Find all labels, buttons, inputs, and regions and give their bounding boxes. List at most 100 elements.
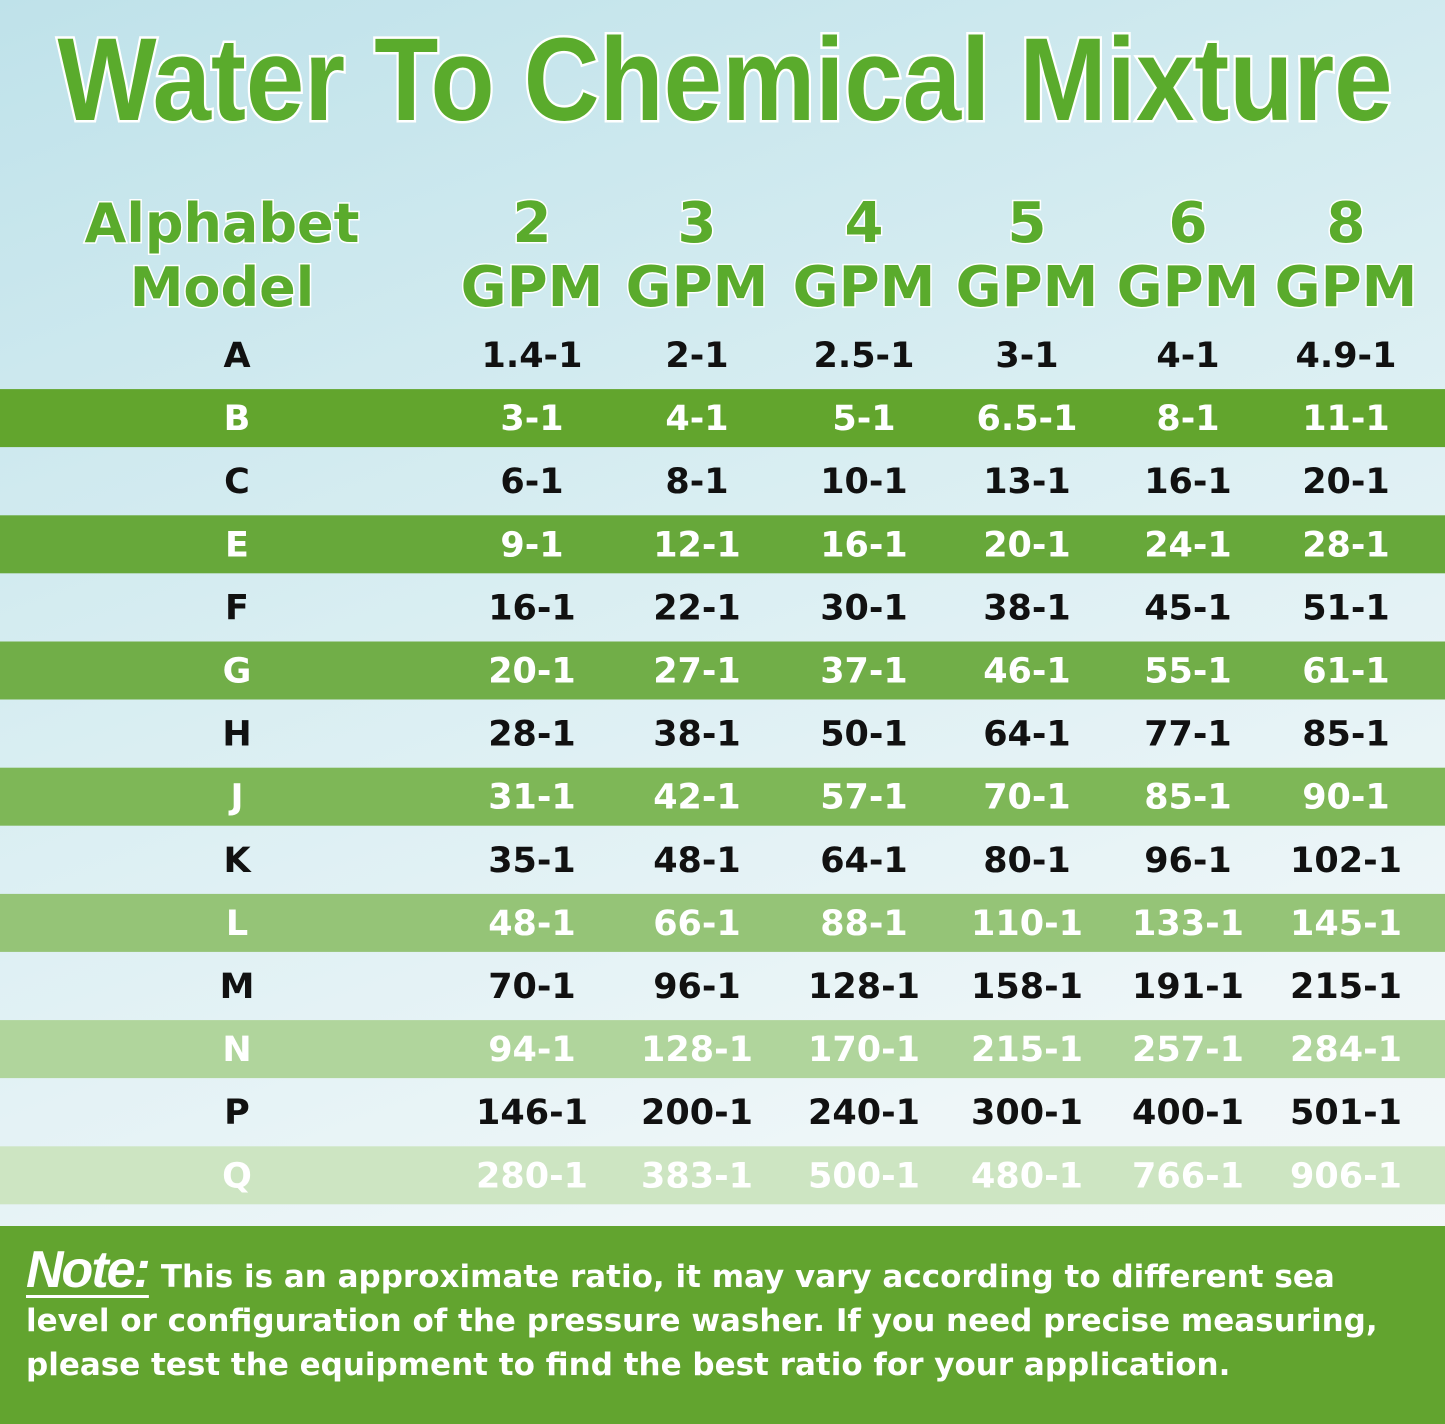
ratio-cell: 38-1 [983, 588, 1071, 628]
ratio-cell: 170-1 [808, 1030, 920, 1070]
ratio-cell: 284-1 [1290, 1030, 1402, 1070]
header-cell: 8 [1327, 191, 1366, 256]
ratio-cell: 77-1 [1144, 715, 1232, 755]
ratio-cell: 128-1 [808, 967, 920, 1007]
ratio-cell: 102-1 [1290, 841, 1402, 881]
ratio-cell: 31-1 [488, 778, 576, 818]
ratio-cell: 501-1 [1290, 1093, 1402, 1133]
ratio-cell: 500-1 [808, 1156, 920, 1196]
ratio-cell: 200-1 [641, 1093, 753, 1133]
ratio-cell: 4-1 [1156, 336, 1219, 376]
ratio-cell: 215-1 [1290, 967, 1402, 1007]
ratio-cell: 191-1 [1132, 967, 1244, 1007]
ratio-cell: 20-1 [488, 652, 576, 692]
model-cell: P [224, 1093, 250, 1133]
header-cell: Model [130, 256, 315, 319]
ratio-cell: 64-1 [983, 715, 1071, 755]
ratio-cell: 906-1 [1290, 1156, 1402, 1196]
ratio-cell: 28-1 [1302, 525, 1390, 565]
ratio-cell: 57-1 [820, 778, 908, 818]
ratio-cell: 6-1 [500, 462, 563, 502]
ratio-cell: 257-1 [1132, 1030, 1244, 1070]
ratio-cell: 215-1 [971, 1030, 1083, 1070]
ratio-cell: 4.9-1 [1296, 336, 1397, 376]
header-cell: 6 [1169, 191, 1208, 256]
ratio-cell: 70-1 [488, 967, 576, 1007]
ratio-cell: 30-1 [820, 588, 908, 628]
header-cell: Alphabet [85, 192, 360, 255]
ratio-cell: 16-1 [820, 525, 908, 565]
model-cell: M [220, 967, 255, 1007]
ratio-cell: 158-1 [971, 967, 1083, 1007]
ratio-cell: 16-1 [1144, 462, 1232, 502]
ratio-cell: 280-1 [476, 1156, 588, 1196]
row-band [0, 893, 1445, 952]
row-band [0, 1146, 1445, 1205]
ratio-cell: 2-1 [665, 336, 728, 376]
ratio-cell: 9-1 [500, 525, 563, 565]
ratio-cell: 2.5-1 [814, 336, 915, 376]
model-cell: E [225, 525, 249, 565]
header-cell: 4 [845, 191, 884, 256]
ratio-cell: 400-1 [1132, 1093, 1244, 1133]
ratio-cell: 480-1 [971, 1156, 1083, 1196]
header-cell: 5 [1008, 191, 1047, 256]
ratio-cell: 766-1 [1132, 1156, 1244, 1196]
ratio-cell: 13-1 [983, 462, 1071, 502]
ratio-cell: 3-1 [995, 336, 1058, 376]
ratio-cell: 50-1 [820, 715, 908, 755]
ratio-cell: 28-1 [488, 715, 576, 755]
note-label: Note: [26, 1241, 151, 1299]
ratio-cell: 38-1 [653, 715, 741, 755]
ratio-cell: 61-1 [1302, 652, 1390, 692]
ratio-cell: 46-1 [983, 652, 1071, 692]
ratio-cell: 51-1 [1302, 588, 1390, 628]
ratio-cell: 4-1 [665, 399, 728, 439]
ratio-cell: 22-1 [653, 588, 741, 628]
ratio-cell: 42-1 [653, 778, 741, 818]
ratio-cell: 110-1 [971, 904, 1083, 944]
row-band [0, 767, 1445, 826]
model-cell: L [226, 904, 248, 944]
ratio-cell: 240-1 [808, 1093, 920, 1133]
ratio-cell: 85-1 [1144, 778, 1232, 818]
header-cell: GPM [626, 255, 769, 320]
model-cell: F [225, 588, 249, 628]
model-cell: Q [222, 1156, 252, 1196]
ratio-cell: 37-1 [820, 652, 908, 692]
model-cell: B [224, 399, 251, 439]
header-cell: GPM [1117, 255, 1260, 320]
ratio-cell: 20-1 [1302, 462, 1390, 502]
ratio-cell: 85-1 [1302, 715, 1390, 755]
ratio-cell: 48-1 [653, 841, 741, 881]
ratio-cell: 35-1 [488, 841, 576, 881]
ratio-cell: 96-1 [653, 967, 741, 1007]
ratio-cell: 10-1 [820, 462, 908, 502]
model-cell: K [223, 841, 252, 881]
ratio-cell: 128-1 [641, 1030, 753, 1070]
ratio-cell: 55-1 [1144, 652, 1232, 692]
row-band [0, 1020, 1445, 1079]
title: Water To Chemical Mixture [58, 14, 1393, 146]
header-cell: GPM [793, 255, 936, 320]
ratio-cell: 300-1 [971, 1093, 1083, 1133]
ratio-cell: 383-1 [641, 1156, 753, 1196]
ratio-cell: 133-1 [1132, 904, 1244, 944]
row-band [0, 389, 1445, 448]
header-cell: GPM [461, 255, 604, 320]
header-cell: GPM [1275, 255, 1418, 320]
ratio-cell: 80-1 [983, 841, 1071, 881]
model-cell: J [228, 778, 243, 818]
ratio-cell: 5-1 [832, 399, 895, 439]
row-band [0, 641, 1445, 700]
ratio-cell: 88-1 [820, 904, 908, 944]
ratio-cell: 8-1 [665, 462, 728, 502]
ratio-cell: 12-1 [653, 525, 741, 565]
ratio-cell: 11-1 [1302, 399, 1390, 439]
ratio-cell: 24-1 [1144, 525, 1232, 565]
model-cell: H [222, 715, 251, 755]
ratio-cell: 6.5-1 [977, 399, 1078, 439]
model-cell: A [223, 336, 250, 376]
